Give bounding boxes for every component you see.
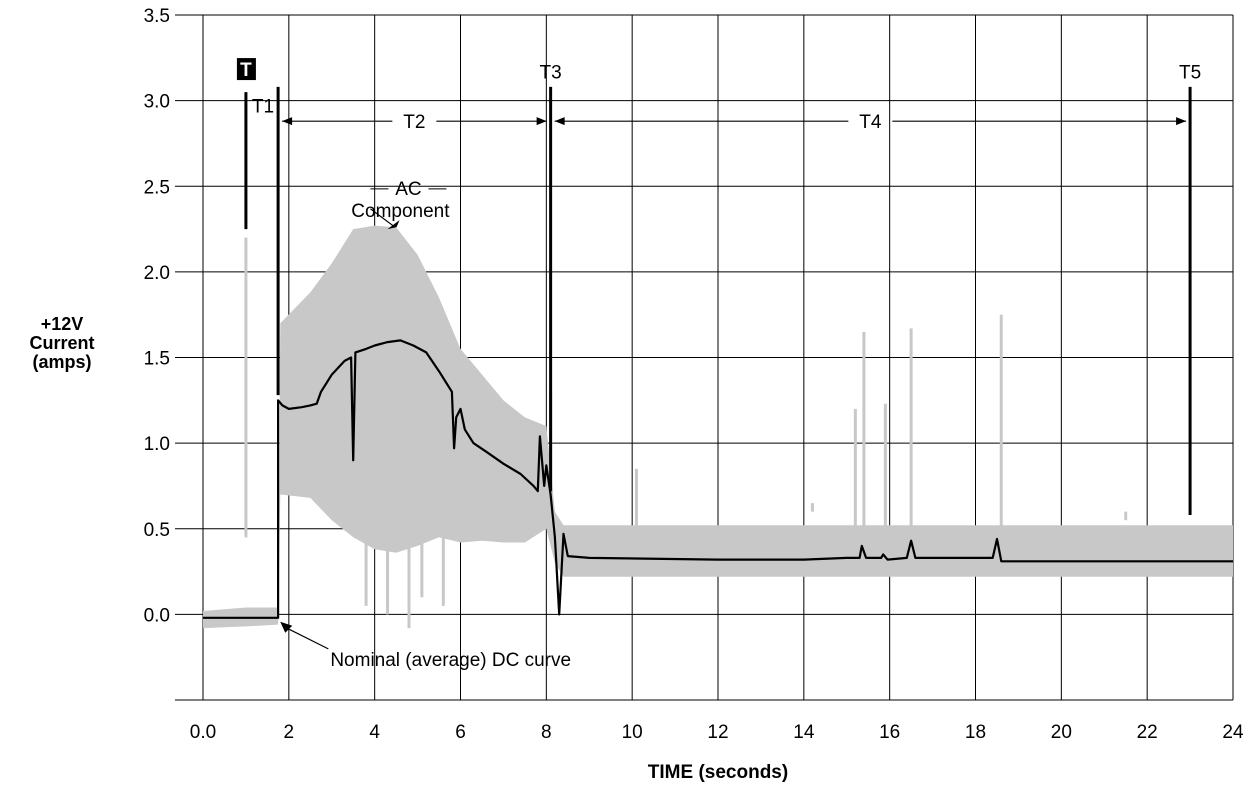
y-tick-label: 1.5 — [144, 349, 170, 370]
y-axis-title: Current — [29, 333, 94, 353]
annotation-ac-component: AC — [395, 179, 421, 200]
x-tick-label: 6 — [455, 722, 466, 743]
annotation-arrowhead — [387, 220, 400, 230]
y-axis-title: +12V — [41, 314, 84, 334]
annotation-ac-component: Component — [351, 201, 450, 222]
x-tick-label: 8 — [541, 722, 552, 743]
y-tick-label: 2.5 — [144, 177, 170, 198]
interval-arrowhead — [554, 117, 565, 126]
axes: 0.00.51.01.52.02.53.03.50.0 2 4 6 8 10 12 14 16 1… — [29, 6, 1244, 783]
x-tick-label: 24 — [1222, 722, 1244, 743]
x-tick-label: 18 — [965, 722, 986, 743]
interval-arrowhead — [536, 117, 547, 126]
x-axis-title: TIME (seconds) — [648, 762, 788, 783]
marker-box-t — [236, 58, 256, 81]
y-tick-label: 3.0 — [144, 92, 170, 113]
x-tick-label: 0.0 — [190, 722, 216, 743]
y-tick-label: 3.5 — [144, 6, 170, 27]
y-axis-title: (amps) — [32, 352, 91, 372]
ac-component-band — [203, 225, 1233, 629]
y-tick-label: 0.0 — [144, 605, 170, 626]
y-tick-label: 1.0 — [144, 434, 170, 455]
grid — [175, 14, 1234, 701]
x-tick-label: 4 — [369, 722, 380, 743]
x-tick-label: 2 — [284, 722, 295, 743]
marker-label-t5: T5 — [1179, 62, 1201, 83]
annotation-dc-curve: Nominal (average) DC curve — [330, 650, 571, 671]
ac-component-spikes — [244, 237, 1128, 629]
x-tick-label: 14 — [793, 722, 815, 743]
x-tick-label: 20 — [1051, 722, 1072, 743]
marker-label-t: T — [240, 60, 252, 81]
x-tick-label: 22 — [1137, 722, 1158, 743]
x-tick-label: 16 — [879, 722, 900, 743]
ac-component-area — [203, 225, 1233, 629]
dc-curve-layer — [203, 339, 1233, 619]
annotation-arrow-line — [285, 627, 329, 650]
marker-label-t1: T1 — [252, 97, 274, 118]
annotation-arrow-line — [370, 208, 394, 227]
y-tick-label: 0.5 — [144, 520, 170, 541]
interval-label-t4: T4 — [859, 112, 882, 133]
y-tick-label: 2.0 — [144, 263, 170, 284]
interval-arrowhead — [282, 117, 293, 126]
time-markers: TT1 T3 T5 T2 T4 — [236, 58, 1201, 516]
x-tick-label: 10 — [622, 722, 643, 743]
marker-label-t3: T3 — [540, 62, 562, 83]
interval-label-t2: T2 — [403, 112, 425, 133]
interval-arrowhead — [1176, 117, 1187, 126]
x-tick-label: 12 — [707, 722, 728, 743]
dc-curve-line — [203, 339, 1233, 619]
annotation-arrowhead — [280, 621, 293, 633]
